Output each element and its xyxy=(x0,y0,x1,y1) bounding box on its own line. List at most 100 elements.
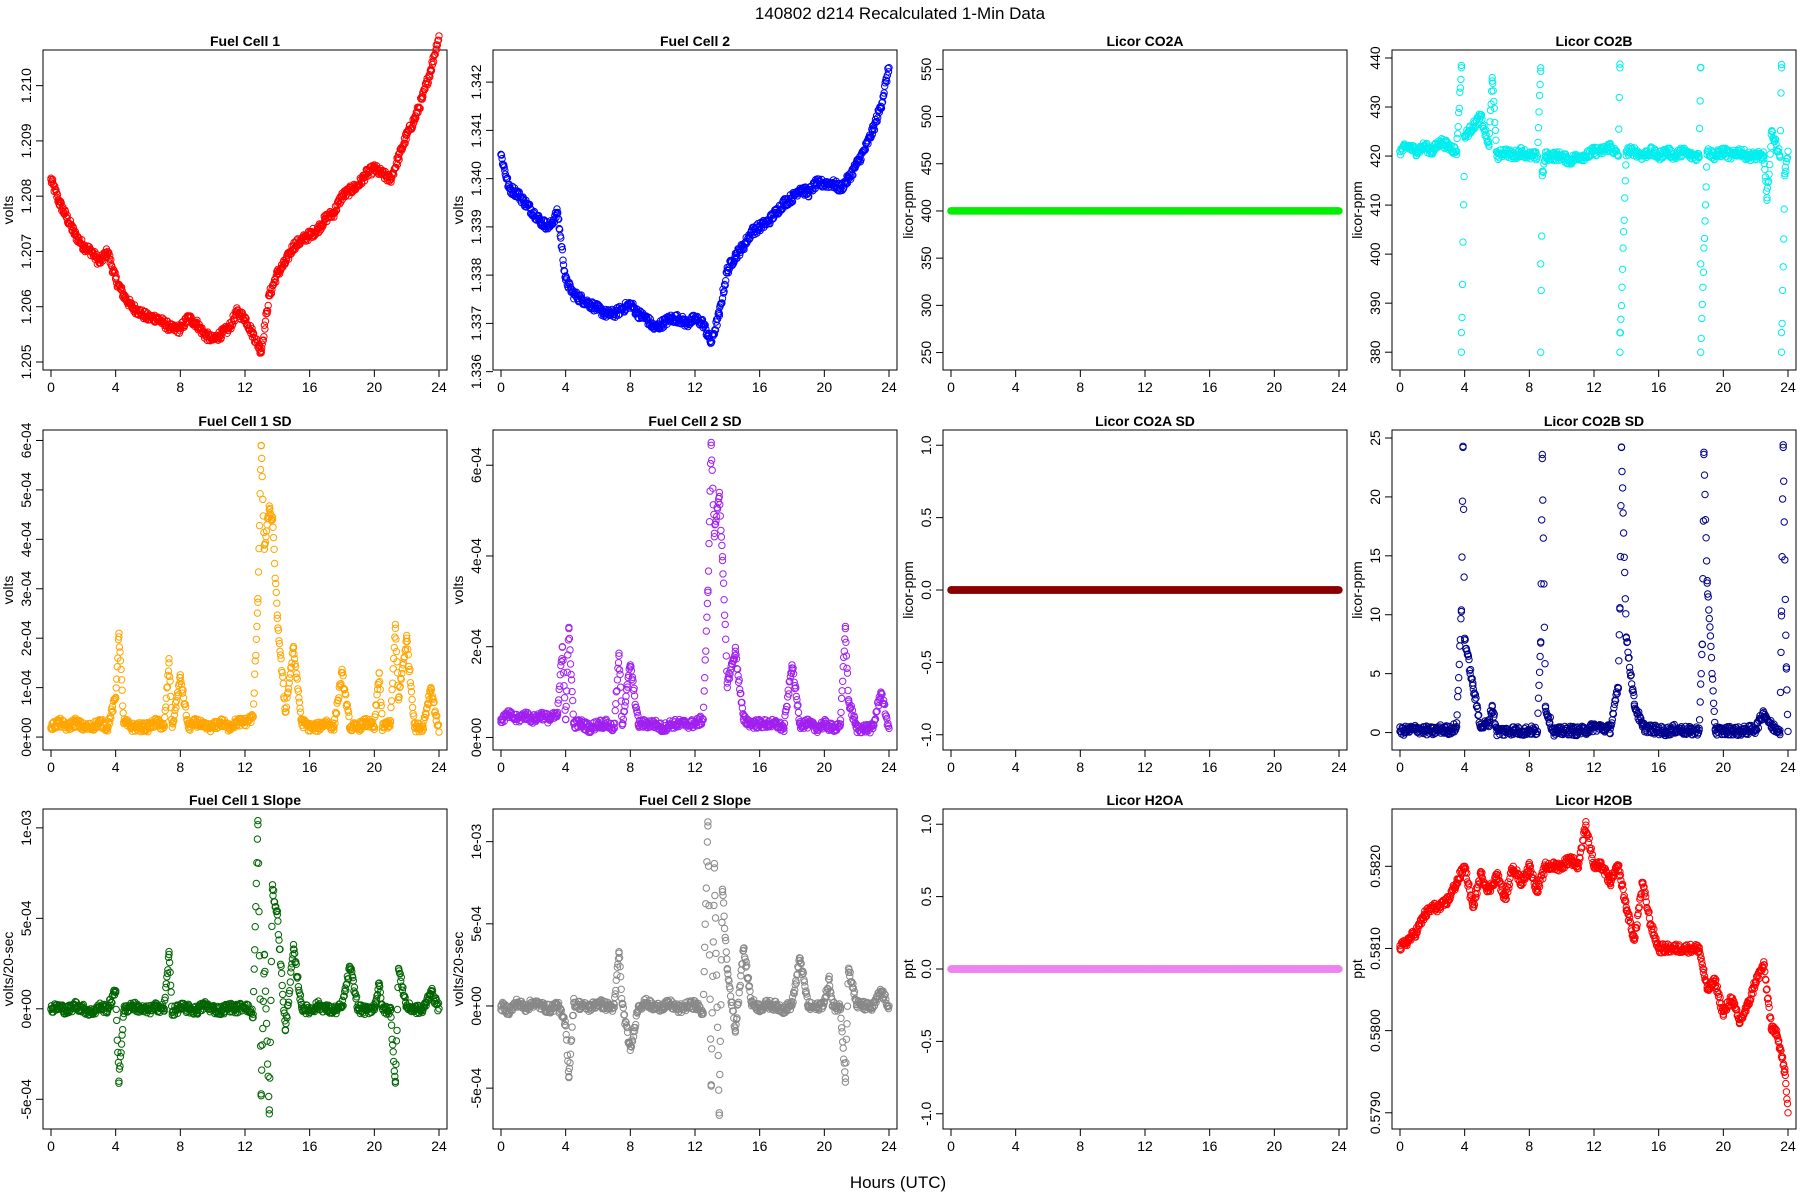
panel-title: Fuel Cell 2 xyxy=(660,33,730,49)
data-point xyxy=(115,629,123,637)
panel-title: Licor CO2A SD xyxy=(1095,413,1195,429)
plot-frame xyxy=(1391,49,1797,371)
y-tick-label: 400 xyxy=(918,199,934,223)
data-point xyxy=(152,314,160,322)
data-point xyxy=(616,670,624,679)
data-point xyxy=(704,567,713,575)
data-point xyxy=(1619,244,1627,252)
x-tick-label: 16 xyxy=(302,379,318,395)
data-point xyxy=(705,539,713,548)
chart-panel: Licor CO2A SD0 4 8 12 16 20 24-1.0-0.50.00.51.… xyxy=(900,413,1348,775)
y-axis-label: licor-ppm xyxy=(900,181,916,239)
x-tick-label: 8 xyxy=(1076,379,1084,395)
data-point xyxy=(1537,260,1545,268)
data-point xyxy=(261,325,269,333)
x-tick-label: 20 xyxy=(1716,379,1732,395)
y-tick-label: 380 xyxy=(1367,340,1383,364)
plot-frame xyxy=(492,429,898,751)
data-point xyxy=(569,696,577,705)
y-tick-label: 1.0 xyxy=(918,435,934,455)
data-point xyxy=(79,242,88,250)
data-points xyxy=(497,64,893,347)
data-point xyxy=(1697,334,1705,343)
data-point xyxy=(403,131,411,140)
y-tick-label: 410 xyxy=(1367,193,1383,217)
x-tick-label: 16 xyxy=(1202,379,1218,395)
x-tick-label: 12 xyxy=(1586,379,1602,395)
data-point xyxy=(258,472,266,481)
plot-frame xyxy=(42,429,448,751)
y-tick-label: 400 xyxy=(1367,242,1383,266)
x-axis-label: Hours (UTC) xyxy=(850,1173,946,1192)
y-tick-label: 1.340 xyxy=(468,161,484,196)
data-point xyxy=(166,692,175,701)
data-point xyxy=(702,627,710,635)
data-point xyxy=(253,622,261,631)
data-point xyxy=(433,45,441,53)
data-point xyxy=(63,211,71,220)
data-point xyxy=(432,46,440,54)
data-point xyxy=(279,679,287,688)
data-point xyxy=(120,292,128,300)
data-point xyxy=(1616,64,1624,72)
data-point xyxy=(47,175,55,184)
y-tick-label: 4e-04 xyxy=(468,538,484,574)
data-point xyxy=(837,708,845,717)
y-tick-label: 4e-04 xyxy=(18,521,34,557)
data-point xyxy=(249,330,257,339)
x-tick-label: 4 xyxy=(1461,379,1469,395)
data-point xyxy=(718,556,727,565)
x-tick-label: 8 xyxy=(626,379,634,395)
data-point xyxy=(260,321,269,329)
data-point xyxy=(1459,238,1467,246)
data-point xyxy=(718,541,726,550)
data-point xyxy=(1491,118,1499,127)
data-point xyxy=(1698,314,1706,323)
y-axis-label: volts xyxy=(450,196,466,225)
x-tick-label: 12 xyxy=(687,379,703,395)
data-point xyxy=(1536,80,1544,89)
y-tick-label: 2e-04 xyxy=(468,629,484,665)
data-point xyxy=(1700,234,1709,243)
data-point xyxy=(408,695,416,704)
x-tick-label: 4 xyxy=(1012,759,1020,775)
data-point xyxy=(200,330,209,339)
x-tick-label: 4 xyxy=(562,759,570,775)
data-point xyxy=(392,647,401,656)
data-point xyxy=(717,533,726,541)
x-tick-label: 4 xyxy=(1012,379,1020,395)
y-axis-label: licor-ppm xyxy=(1349,181,1365,239)
data-point xyxy=(1460,172,1468,181)
y-tick-label: 5e-04 xyxy=(18,472,34,508)
y-axis-label: volts xyxy=(450,576,466,605)
data-point xyxy=(53,190,62,199)
y-tick-label: 1.337 xyxy=(468,306,484,341)
x-tick-label: 4 xyxy=(112,759,120,775)
data-point xyxy=(1777,328,1786,337)
data-point xyxy=(289,242,298,250)
data-point xyxy=(258,454,266,463)
data-point xyxy=(562,715,570,723)
data-point xyxy=(1616,60,1624,68)
y-tick-label: 1.208 xyxy=(18,178,34,213)
data-point xyxy=(1780,235,1788,243)
data-point xyxy=(1780,205,1788,213)
panel-title: Fuel Cell 1 xyxy=(210,33,280,49)
data-point xyxy=(839,677,847,685)
data-point xyxy=(1699,283,1707,291)
data-point xyxy=(401,139,409,148)
x-tick-label: 16 xyxy=(302,759,318,775)
data-point xyxy=(734,671,742,680)
data-point xyxy=(1697,348,1705,356)
y-tick-label: 550 xyxy=(918,57,934,81)
data-point xyxy=(703,613,711,621)
data-point xyxy=(386,175,395,184)
chart-panel: Fuel Cell 1 SD0 4 8 12 16 20 240e+001e-042e-04… xyxy=(0,413,448,775)
data-point xyxy=(716,512,724,520)
data-point xyxy=(411,115,419,123)
data-point xyxy=(272,588,280,597)
data-point xyxy=(1537,348,1545,356)
data-point xyxy=(1696,97,1704,105)
data-point xyxy=(1457,348,1466,356)
